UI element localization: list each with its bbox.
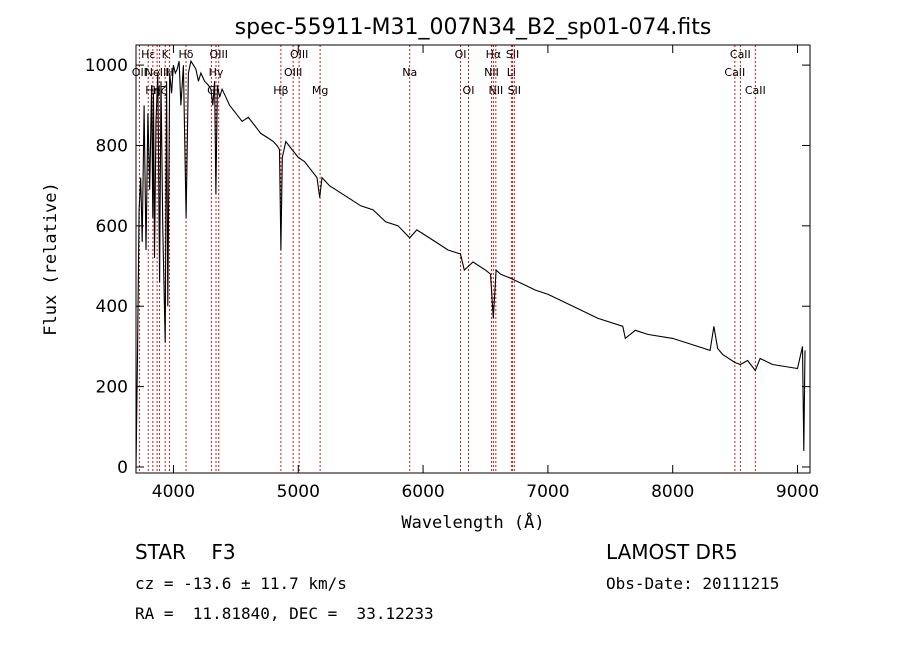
y-tick-label: 600 [96, 217, 128, 237]
emission-line-label: Hε [141, 48, 155, 61]
y-tick-label: 400 [96, 297, 128, 317]
spectrum-series-line [135, 59, 806, 472]
y-axis-label: Flux (relative) [41, 182, 61, 336]
emission-line-label: CaII [724, 66, 745, 79]
emission-line-label: SII [506, 48, 519, 61]
emission-line-label: CaII [745, 84, 766, 97]
observation-date: Obs-Date: 20111215 [606, 574, 780, 593]
x-tick-label: 4000 [152, 482, 195, 502]
y-tick-label: 0 [117, 458, 128, 478]
emission-line-label: Hδ [179, 48, 194, 61]
emission-line-label: Na [402, 66, 417, 79]
emission-line-label: OI [463, 84, 475, 97]
ra-dec-coordinates: RA = 11.81840, DEC = 33.12233 [135, 604, 434, 623]
emission-line-label: SII [508, 84, 521, 97]
emission-line-label: Mg [312, 84, 328, 97]
emission-line-label: CaII [730, 48, 751, 61]
emission-line-label: OIII [290, 48, 308, 61]
emission-line-label: Hα [486, 48, 502, 61]
x-tick-label: 8000 [651, 482, 694, 502]
emission-line-label: H [165, 66, 173, 79]
x-tick-label: 5000 [277, 482, 320, 502]
axes: 4000 5000 6000 7000 8000 9000 0 200 400 600 800 100… [85, 45, 819, 502]
object-classification: STAR F3 [135, 540, 236, 564]
redshift-cz: cz = -13.6 ± 11.7 km/s [135, 574, 347, 593]
emission-line-label: K [162, 48, 170, 61]
emission-line-markers: OIIHεHηNeIIIHζKHHδGHγOIIIHβOIIIOIIIMgNaO… [132, 45, 766, 473]
x-tick-label: 7000 [526, 482, 569, 502]
emission-line-label: NeIII [145, 66, 170, 79]
emission-line-label: OIII [210, 48, 228, 61]
emission-line-label: Hγ [209, 66, 224, 79]
y-tick-label: 1000 [85, 56, 128, 76]
emission-line-label: NII [488, 84, 503, 97]
x-tick-label: 6000 [401, 482, 444, 502]
y-tick-label: 800 [96, 136, 128, 156]
x-axis-label: Wavelength (Å) [401, 511, 544, 533]
y-tick-label: 200 [96, 378, 128, 398]
spectrum-chart: spec-55911-M31_007N34_B2_sp01-074.fits O… [41, 15, 819, 533]
emission-line-label: NII [484, 66, 499, 79]
chart-title: spec-55911-M31_007N34_B2_sp01-074.fits [235, 15, 712, 40]
emission-line-label: OIII [284, 66, 302, 79]
emission-line-label: Hζ [152, 84, 166, 97]
x-tick-label: 9000 [776, 482, 819, 502]
emission-line-label: OI [455, 48, 467, 61]
emission-line-label: Hβ [273, 84, 288, 97]
plot-frame [135, 44, 811, 474]
emission-line-label: Li [507, 66, 516, 79]
survey-name: LAMOST DR5 [606, 540, 738, 564]
